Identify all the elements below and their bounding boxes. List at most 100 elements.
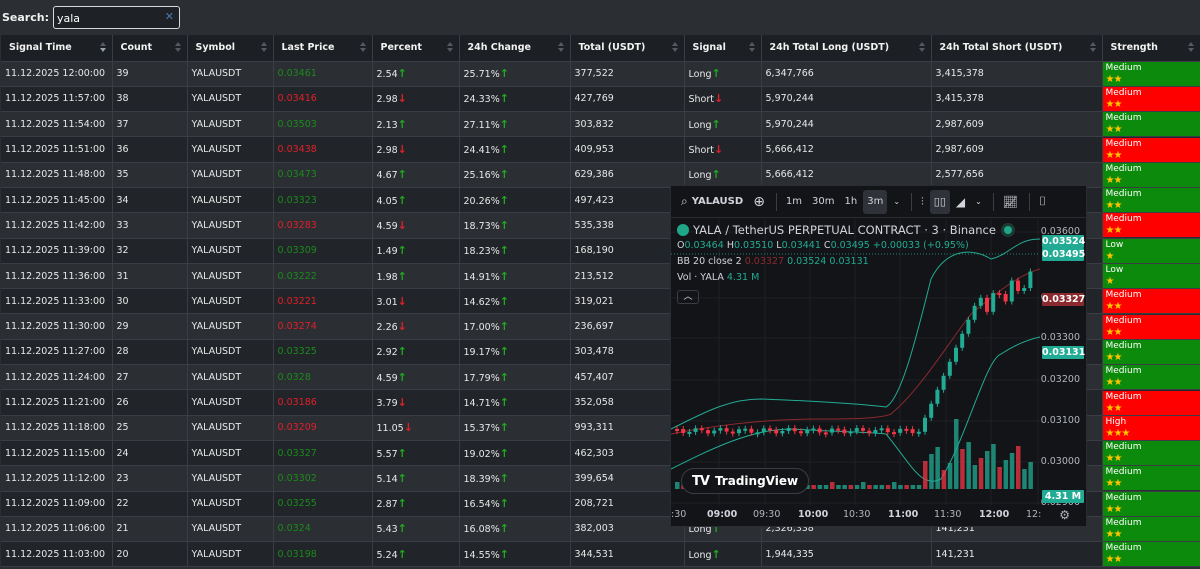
sort-icon[interactable] bbox=[446, 42, 453, 54]
table-row[interactable]: 11.12.2025 12:00:00 39 YALAUSDT 0.03461 2.54… bbox=[1, 61, 1200, 87]
toolbar-divider bbox=[1029, 192, 1031, 211]
price-chart-canvas[interactable] bbox=[671, 219, 1040, 505]
sort-icon[interactable] bbox=[671, 42, 678, 54]
percent-cell: 4.05↑ bbox=[372, 187, 460, 214]
price-tag-last: 0.03495 bbox=[1042, 248, 1086, 261]
strength-cell: Medium ★★ bbox=[1102, 541, 1200, 568]
star-rating-icon: ★★ bbox=[1105, 503, 1123, 515]
table-row[interactable]: 11.12.2025 11:51:00 36 YALAUSDT 0.03438 2.98… bbox=[1, 136, 1200, 163]
sort-icon[interactable] bbox=[1187, 42, 1194, 54]
time-tick: 12: bbox=[1026, 509, 1042, 520]
arrow-up-icon: ↑ bbox=[499, 522, 509, 536]
sort-icon[interactable] bbox=[359, 42, 366, 54]
symbol-search-button[interactable]: ⌕ YALAUSD bbox=[677, 190, 747, 214]
column-header[interactable]: Symbol bbox=[187, 35, 274, 62]
count-cell: 30 bbox=[112, 288, 188, 315]
bb-indicator-row[interactable]: BB 20 close 2 0.03327 0.03524 0.03131 bbox=[677, 256, 869, 267]
column-header-label: 24h Change bbox=[467, 42, 531, 54]
percent-cell: 1.49↑ bbox=[372, 238, 460, 264]
chart-type-dropdown[interactable]: ⌄ bbox=[971, 190, 986, 214]
price-axis[interactable]: 0.036000.034000.033000.032000.031000.030… bbox=[1038, 219, 1086, 508]
indicators-button[interactable]: 📈︎ bbox=[999, 190, 1022, 214]
strength-cell: Medium ★★ bbox=[1102, 136, 1200, 163]
strength-cell: Medium ★★ bbox=[1102, 339, 1200, 366]
tradingview-chart-widget[interactable]: ⌕ YALAUSD ⊕ 1m 30m 1h 3m ⌄ ⫶ ▯▯ ◢ ⌄ 📈︎ ⌷… bbox=[670, 185, 1087, 527]
symbol-cell: YALAUSDT bbox=[187, 313, 274, 340]
arrow-up-icon: ↑ bbox=[499, 497, 509, 511]
interval-1h[interactable]: 1h bbox=[844, 196, 858, 207]
percent-cell: 5.43↑ bbox=[372, 516, 460, 543]
change-24h-cell: 18.73%↑ bbox=[459, 212, 571, 239]
column-header[interactable]: 24h Change bbox=[459, 35, 571, 62]
plus-circle-icon: ⊕ bbox=[753, 193, 765, 210]
column-header[interactable]: 24h Total Long (USDT) bbox=[761, 35, 932, 62]
compare-button[interactable]: ⊕ bbox=[749, 190, 769, 214]
sort-icon[interactable] bbox=[99, 42, 106, 54]
column-header[interactable]: Percent bbox=[372, 35, 460, 62]
column-header[interactable]: Signal bbox=[684, 35, 762, 62]
tradingview-logo[interactable]: TV TradingView bbox=[681, 468, 810, 494]
column-header[interactable]: Count bbox=[112, 35, 188, 62]
star-rating-icon: ★★ bbox=[1105, 453, 1123, 465]
count-cell: 23 bbox=[112, 465, 188, 492]
collapse-legend-button[interactable]: ︿ bbox=[677, 290, 699, 304]
symbol-cell: YALAUSDT bbox=[187, 212, 274, 239]
count-cell: 21 bbox=[112, 516, 188, 543]
total-short-cell: 2,577,656 bbox=[931, 162, 1103, 188]
area-style-button[interactable]: ◢ bbox=[952, 190, 969, 214]
table-row[interactable]: 11.12.2025 11:03:00 20 YALAUSDT 0.03198 5.24… bbox=[1, 541, 1200, 568]
change-24h-cell: 17.79%↑ bbox=[459, 364, 571, 391]
sort-icon[interactable] bbox=[748, 42, 755, 54]
column-header[interactable]: Last Price bbox=[273, 35, 373, 62]
column-header[interactable]: Signal Time bbox=[1, 35, 113, 62]
star-rating-icon: ★★ bbox=[1105, 478, 1123, 490]
last-price-cell: 0.03323 bbox=[273, 187, 373, 214]
strength-badge: High ★★★ bbox=[1102, 415, 1200, 440]
table-row[interactable]: 11.12.2025 11:48:00 35 YALAUSDT 0.03473 4.67… bbox=[1, 162, 1200, 188]
percent-cell: 2.98↓ bbox=[372, 136, 460, 163]
sort-icon[interactable] bbox=[918, 42, 925, 54]
column-header[interactable]: Total (USDT) bbox=[570, 35, 685, 62]
table-row[interactable]: 11.12.2025 11:57:00 38 YALAUSDT 0.03416 2.98… bbox=[1, 86, 1200, 113]
close-icon[interactable]: ✕ bbox=[164, 9, 174, 23]
interval-1m[interactable]: 1m bbox=[785, 196, 803, 207]
sort-icon[interactable] bbox=[1089, 42, 1096, 54]
sort-icon[interactable] bbox=[557, 42, 564, 54]
bars-style-button[interactable]: ⫶ bbox=[917, 190, 928, 214]
volume-indicator-row[interactable]: Vol · YALA 4.31 M bbox=[677, 272, 760, 283]
column-header[interactable]: 24h Total Short (USDT) bbox=[931, 35, 1103, 62]
settings-icon[interactable]: ⚙ bbox=[1059, 508, 1070, 522]
change-24h-cell: 19.17%↑ bbox=[459, 339, 571, 366]
search-box[interactable]: ✕ bbox=[52, 5, 180, 29]
interval-dropdown[interactable]: ⌄ bbox=[889, 190, 904, 214]
sort-icon[interactable] bbox=[174, 42, 181, 54]
star-rating-icon: ★★ bbox=[1105, 402, 1123, 414]
chart-toolbar: ⌕ YALAUSD ⊕ 1m 30m 1h 3m ⌄ ⫶ ▯▯ ◢ ⌄ 📈︎ ⌷ bbox=[671, 186, 1086, 218]
interval-3m[interactable]: 3m bbox=[863, 189, 888, 214]
symbol-cell: YALAUSDT bbox=[187, 541, 274, 568]
arrow-down-icon: ↓ bbox=[397, 218, 407, 232]
search-input[interactable] bbox=[53, 7, 179, 29]
star-rating-icon: ★★ bbox=[1105, 301, 1123, 313]
arrow-up-icon: ↑ bbox=[499, 168, 509, 182]
total-usdt-cell: 303,478 bbox=[570, 339, 685, 366]
total-usdt-cell: 352,058 bbox=[570, 389, 685, 416]
time-axis[interactable]: :30 09:00 09:30 10:00 10:30 11:00 11:30 12:00 12… bbox=[671, 504, 1042, 526]
screenshot-button[interactable]: ⌷ bbox=[1035, 190, 1050, 214]
total-usdt-cell: 377,522 bbox=[570, 61, 685, 87]
column-header[interactable]: Strength bbox=[1102, 35, 1200, 62]
count-cell: 22 bbox=[112, 491, 188, 517]
symbol-cell: YALAUSDT bbox=[187, 465, 274, 492]
arrow-up-icon: ↑ bbox=[499, 471, 509, 485]
sort-icon[interactable] bbox=[260, 42, 267, 54]
table-row[interactable]: 11.12.2025 11:54:00 37 YALAUSDT 0.03503 2.13… bbox=[1, 111, 1200, 138]
star-rating-icon: ★★ bbox=[1105, 225, 1123, 237]
symbol-cell: YALAUSDT bbox=[187, 339, 274, 366]
arrow-up-icon: ↑ bbox=[397, 67, 407, 81]
interval-30m[interactable]: 30m bbox=[812, 196, 835, 207]
indicators-icon: 📈︎ bbox=[1002, 194, 1019, 209]
table-row[interactable]: 11.12.2025 11:06:00 21 YALAUSDT 0.0324 5.43↑… bbox=[1, 516, 1200, 543]
toolbar-divider bbox=[992, 192, 994, 211]
signal-time-cell: 11.12.2025 11:06:00 bbox=[1, 516, 113, 543]
candles-style-button[interactable]: ▯▯ bbox=[929, 189, 950, 214]
